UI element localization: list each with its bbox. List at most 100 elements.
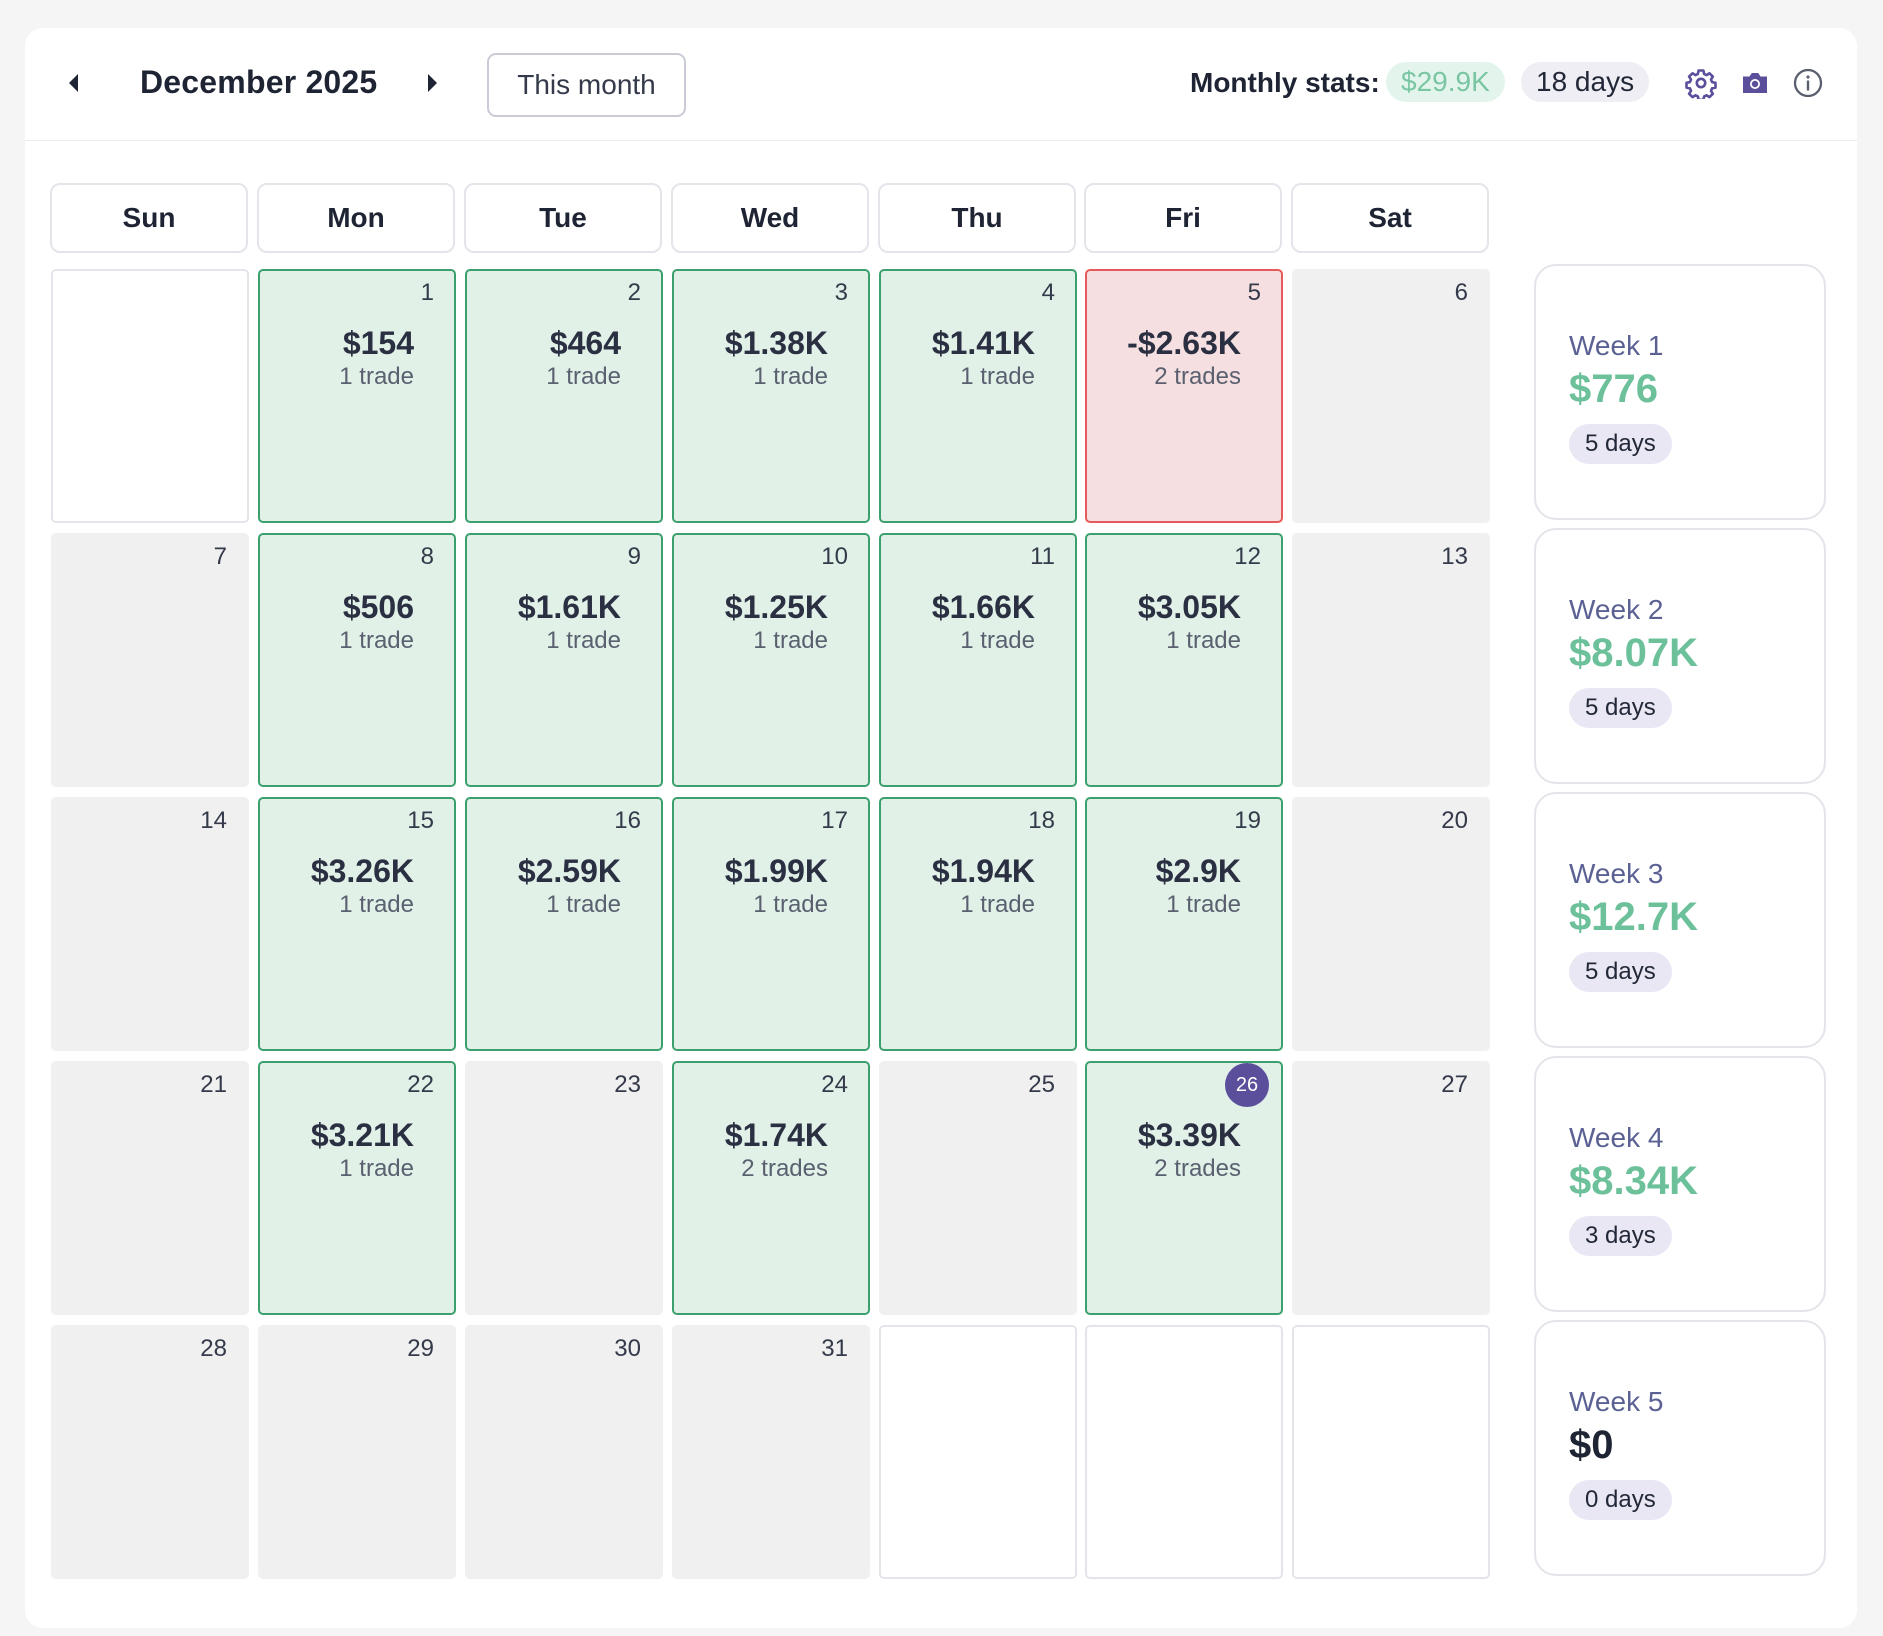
day-number: 15 [407, 807, 434, 834]
day-pnl: $1.38K [724, 325, 828, 361]
calendar-day-25[interactable]: 25 [879, 1061, 1077, 1315]
calendar-day-2[interactable]: 2 $464 1 trade [465, 269, 663, 523]
calendar-day-20[interactable]: 20 [1292, 797, 1490, 1051]
day-number: 10 [821, 543, 848, 570]
day-trade-count: 1 trade [339, 627, 414, 654]
day-trade-count: 2 trades [741, 1155, 828, 1182]
day-pnl: $3.26K [310, 853, 414, 889]
day-number: 8 [420, 543, 434, 570]
day-trade-count: 1 trade [339, 1155, 414, 1182]
calendar-day-23[interactable]: 23 [465, 1061, 663, 1315]
day-number: 7 [213, 543, 227, 570]
weekday-sun: Sun [50, 183, 248, 253]
calendar-day-26[interactable]: 26 $3.39K 2 trades [1085, 1061, 1283, 1315]
screenshot-button[interactable] [1738, 66, 1772, 100]
day-trade-count: 1 trade [753, 891, 828, 918]
calendar-day-28[interactable]: 28 [51, 1325, 249, 1579]
calendar-day-30[interactable]: 30 [465, 1325, 663, 1579]
calendar-day-29[interactable]: 29 [258, 1325, 456, 1579]
settings-button[interactable] [1684, 66, 1718, 100]
day-number: 16 [614, 807, 641, 834]
monthly-stats-label: Monthly stats: [1190, 67, 1380, 98]
calendar-blank-cell [879, 1325, 1077, 1579]
day-pnl: $1.94K [931, 853, 1035, 889]
weekday-fri: Fri [1084, 183, 1282, 253]
calendar-day-6[interactable]: 6 [1292, 269, 1490, 523]
this-month-button[interactable]: This month [487, 53, 686, 117]
day-pnl: $1.25K [724, 589, 828, 625]
day-number: 27 [1441, 1071, 1468, 1098]
day-number: 13 [1441, 543, 1468, 570]
calendar-day-18[interactable]: 18 $1.94K 1 trade [879, 797, 1077, 1051]
day-trade-count: 1 trade [339, 363, 414, 390]
week-label: Week 3 [1569, 858, 1664, 889]
day-pnl: $3.21K [310, 1117, 414, 1153]
info-button[interactable] [1791, 66, 1825, 100]
calendar-blank-cell [1085, 1325, 1283, 1579]
calendar-day-14[interactable]: 14 [51, 797, 249, 1051]
day-number: 23 [614, 1071, 641, 1098]
today-day-number: 26 [1225, 1063, 1269, 1107]
week-summary-5[interactable]: Week 5 $0 0 days [1534, 1320, 1826, 1576]
day-pnl: $3.39K [1137, 1117, 1241, 1153]
calendar-day-13[interactable]: 13 [1292, 533, 1490, 787]
calendar-day-8[interactable]: 8 $506 1 trade [258, 533, 456, 787]
day-number: 12 [1234, 543, 1261, 570]
day-number: 30 [614, 1335, 641, 1362]
week-days-badge: 0 days [1569, 1480, 1672, 1520]
day-pnl: $3.05K [1137, 589, 1241, 625]
chevron-left-icon [69, 74, 78, 92]
calendar-day-9[interactable]: 9 $1.61K 1 trade [465, 533, 663, 787]
calendar-day-16[interactable]: 16 $2.59K 1 trade [465, 797, 663, 1051]
next-month-button[interactable] [415, 66, 449, 100]
calendar-day-7[interactable]: 7 [51, 533, 249, 787]
week-label: Week 2 [1569, 594, 1664, 625]
day-number: 25 [1028, 1071, 1055, 1098]
week-days-badge: 5 days [1569, 424, 1672, 464]
calendar-day-24[interactable]: 24 $1.74K 2 trades [672, 1061, 870, 1315]
calendar-day-12[interactable]: 12 $3.05K 1 trade [1085, 533, 1283, 787]
day-trade-count: 1 trade [960, 627, 1035, 654]
calendar-day-5[interactable]: 5 -$2.63K 2 trades [1085, 269, 1283, 523]
calendar-day-19[interactable]: 19 $2.9K 1 trade [1085, 797, 1283, 1051]
week-summary-3[interactable]: Week 3 $12.7K 5 days [1534, 792, 1826, 1048]
day-trade-count: 1 trade [339, 891, 414, 918]
calendar-day-3[interactable]: 3 $1.38K 1 trade [672, 269, 870, 523]
weekday-thu: Thu [878, 183, 1076, 253]
day-number: 9 [627, 543, 641, 570]
weekday-mon: Mon [257, 183, 455, 253]
calendar-day-22[interactable]: 22 $3.21K 1 trade [258, 1061, 456, 1315]
calendar-day-4[interactable]: 4 $1.41K 1 trade [879, 269, 1077, 523]
week-summary-2[interactable]: Week 2 $8.07K 5 days [1534, 528, 1826, 784]
day-number: 14 [200, 807, 227, 834]
day-number: 21 [200, 1071, 227, 1098]
calendar-day-15[interactable]: 15 $3.26K 1 trade [258, 797, 456, 1051]
calendar-card: December 2025 This month Monthly stats: … [25, 28, 1857, 1628]
day-pnl: $2.9K [1155, 853, 1241, 889]
day-pnl: $2.59K [517, 853, 621, 889]
weekday-wed: Wed [671, 183, 869, 253]
calendar-day-11[interactable]: 11 $1.66K 1 trade [879, 533, 1077, 787]
calendar-day-17[interactable]: 17 $1.99K 1 trade [672, 797, 870, 1051]
calendar-day-10[interactable]: 10 $1.25K 1 trade [672, 533, 870, 787]
camera-icon [1743, 73, 1767, 93]
week-label: Week 4 [1569, 1122, 1664, 1153]
day-pnl: $506 [342, 589, 414, 625]
chevron-right-icon [428, 74, 437, 92]
week-pnl: $8.07K [1569, 631, 1698, 675]
day-trade-count: 1 trade [753, 363, 828, 390]
calendar-header: December 2025 This month Monthly stats: … [25, 28, 1857, 141]
calendar-day-31[interactable]: 31 [672, 1325, 870, 1579]
week-pnl: $12.7K [1569, 895, 1698, 939]
day-trade-count: 1 trade [960, 363, 1035, 390]
day-trade-count: 1 trade [1166, 891, 1241, 918]
week-summary-1[interactable]: Week 1 $776 5 days [1534, 264, 1826, 520]
calendar-day-1[interactable]: 1 $154 1 trade [258, 269, 456, 523]
week-summary-4[interactable]: Week 4 $8.34K 3 days [1534, 1056, 1826, 1312]
prev-month-button[interactable] [57, 66, 91, 100]
day-pnl: $1.41K [931, 325, 1035, 361]
calendar-day-21[interactable]: 21 [51, 1061, 249, 1315]
month-title: December 2025 [140, 64, 378, 100]
day-number: 1 [420, 279, 434, 306]
calendar-day-27[interactable]: 27 [1292, 1061, 1490, 1315]
